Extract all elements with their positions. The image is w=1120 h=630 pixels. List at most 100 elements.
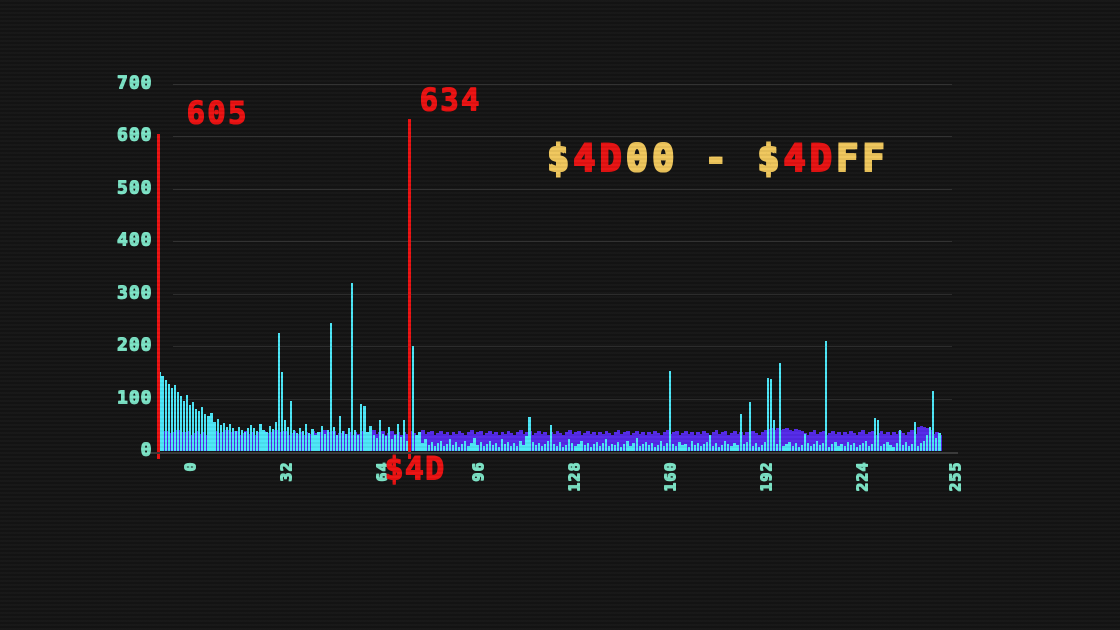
- overlay-bar: [827, 433, 832, 451]
- overlay-bar: [788, 429, 792, 451]
- histogram-bar: [794, 443, 797, 451]
- overlay-bar: [745, 432, 749, 451]
- histogram-bar: [604, 439, 608, 451]
- histogram-bar: [369, 425, 372, 451]
- overlay-bar: [901, 433, 905, 451]
- histogram-bar: [705, 441, 709, 451]
- histogram-bar: [782, 446, 785, 451]
- histogram-bar: [237, 427, 241, 451]
- histogram-bar: [473, 438, 476, 451]
- histogram-bar: [641, 443, 644, 451]
- histogram-bar: [497, 446, 501, 451]
- histogram-bar: [418, 432, 421, 451]
- histogram-bar: [660, 440, 663, 451]
- overlay-bar: [693, 434, 697, 451]
- histogram-bar: [797, 446, 800, 451]
- histogram-bar: [537, 443, 540, 451]
- histogram-bar: [880, 446, 883, 451]
- overlay-bar: [650, 433, 655, 451]
- histogram-bar: [736, 445, 739, 451]
- histogram-bar: [764, 442, 767, 451]
- histogram-bar: [589, 446, 592, 451]
- histogram-bar: [179, 396, 182, 451]
- x-tick-label: 160: [661, 462, 679, 493]
- histogram-bar: [840, 443, 843, 451]
- overlay-bar: [763, 429, 768, 451]
- histogram-bar: [733, 442, 736, 451]
- overlay-bar: [818, 432, 823, 451]
- histogram-bar: [702, 444, 706, 451]
- histogram-bar: [247, 428, 250, 451]
- histogram-bar: [546, 441, 550, 451]
- histogram-bar: [632, 443, 635, 451]
- histogram-bar: [195, 408, 198, 451]
- overlay-bar: [696, 432, 700, 451]
- histogram-bar: [791, 445, 794, 451]
- histogram-bar: [932, 390, 935, 451]
- histogram-bar: [262, 430, 265, 451]
- overlay-bar: [433, 435, 437, 451]
- overlay-bar: [512, 434, 517, 451]
- histogram-bar: [871, 444, 874, 451]
- overlay-bar: [742, 434, 746, 451]
- histogram-bar: [647, 445, 650, 451]
- histogram-bar: [406, 440, 409, 451]
- histogram-bar: [225, 426, 228, 451]
- histogram-bar: [452, 445, 455, 451]
- histogram-bar: [531, 441, 534, 451]
- histogram-bar: [256, 431, 259, 451]
- histogram-bar: [464, 441, 467, 451]
- histogram-bar: [378, 419, 381, 451]
- histogram-bar: [534, 445, 537, 451]
- overlay-bar: [503, 433, 508, 451]
- histogram-bar: [562, 446, 565, 451]
- histogram-bar: [855, 446, 858, 451]
- histogram-bar: [843, 446, 846, 451]
- histogram-bar: [822, 443, 825, 451]
- overlay-bar: [681, 433, 685, 451]
- histogram-bar: [577, 443, 580, 451]
- overlay-bar: [821, 430, 826, 451]
- histogram-bar: [461, 444, 464, 451]
- histogram-bar: [898, 430, 901, 451]
- overlay-bar: [479, 430, 483, 451]
- histogram-bar: [372, 435, 375, 451]
- overlay-bar: [855, 434, 860, 451]
- peak-value-label-634: 634: [419, 82, 481, 118]
- overlay-bar: [638, 433, 642, 451]
- histogram-bar: [815, 441, 819, 451]
- chart-title-part: FF: [835, 136, 888, 179]
- histogram-bar: [357, 435, 360, 451]
- histogram-bar: [644, 441, 647, 451]
- histogram-bar: [305, 423, 308, 451]
- overlay-bar: [751, 431, 756, 451]
- histogram-bar: [219, 425, 222, 451]
- histogram-bar: [207, 416, 210, 451]
- overlay-bar: [910, 429, 915, 451]
- histogram-bar: [302, 431, 305, 451]
- peak-value-label-605: 605: [186, 95, 248, 131]
- histogram-bar: [170, 388, 173, 451]
- overlay-bar: [610, 434, 615, 451]
- overlay-bar: [616, 429, 621, 451]
- histogram-bar: [754, 443, 757, 451]
- histogram-bar: [919, 442, 923, 451]
- overlay-bar: [485, 433, 489, 451]
- overlay-bar: [583, 433, 587, 451]
- histogram-bar: [344, 434, 348, 451]
- histogram-bar: [559, 442, 562, 451]
- histogram-bar: [299, 427, 302, 451]
- overlay-bar: [781, 428, 786, 451]
- histogram-bar: [626, 441, 629, 451]
- histogram-bar: [240, 429, 244, 451]
- chart-title-part: $: [546, 136, 573, 179]
- histogram-bar: [442, 446, 446, 451]
- histogram-bar: [485, 443, 488, 451]
- overlay-bar: [858, 431, 863, 451]
- overlay-bar: [892, 432, 896, 451]
- histogram-bar: [188, 404, 192, 451]
- histogram-bar: [849, 444, 852, 451]
- histogram-bar: [598, 445, 602, 451]
- histogram-bar: [317, 432, 320, 451]
- histogram-bar: [825, 340, 828, 451]
